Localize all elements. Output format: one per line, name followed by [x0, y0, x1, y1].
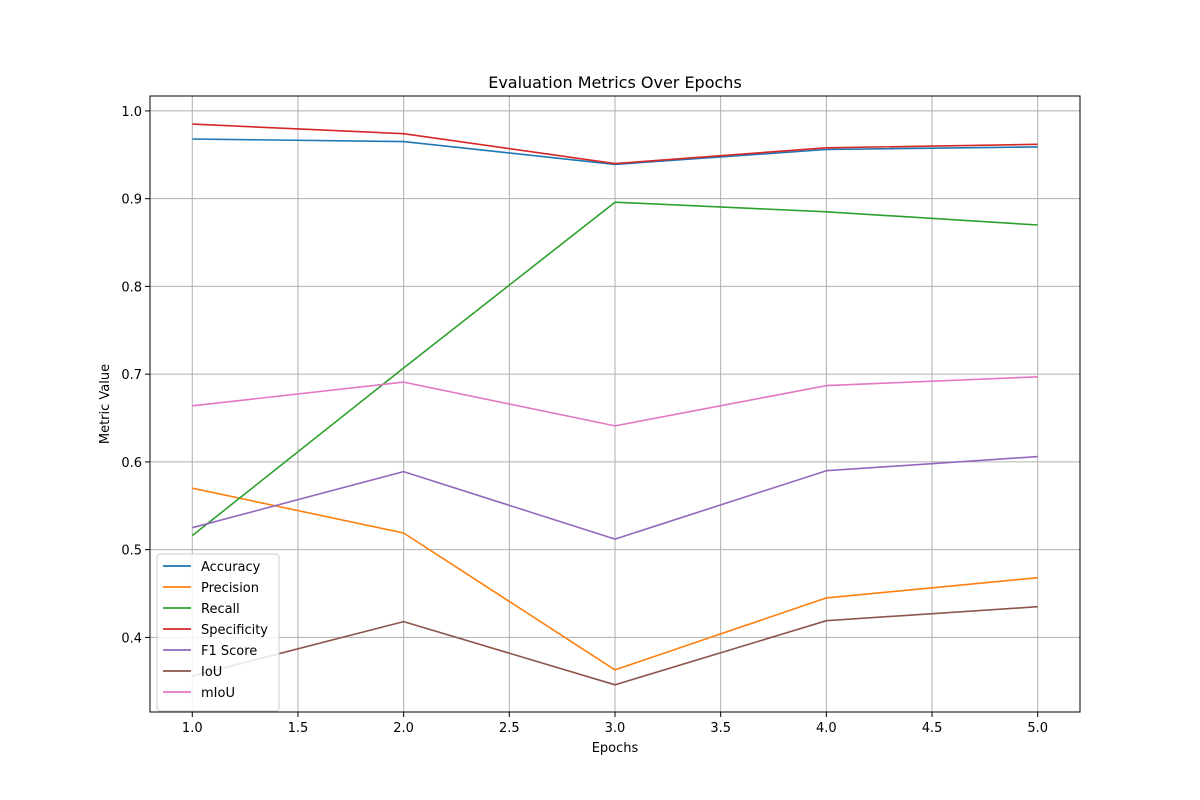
legend-label-f1-score: F1 Score [201, 644, 257, 659]
legend-label-iou: IoU [201, 665, 222, 680]
x-tick-label: 3.5 [710, 721, 731, 736]
x-tick-label: 1.5 [288, 721, 309, 736]
series-line-iou [192, 605, 1038, 686]
series-line-miou [192, 376, 1038, 427]
legend-label-precision: Precision [201, 581, 259, 596]
series-line-specificity [192, 123, 1038, 165]
y-tick-label: 0.7 [121, 368, 142, 383]
series-line-recall [191, 201, 1038, 537]
y-tick-label: 0.8 [121, 280, 142, 295]
x-tick-label: 3.0 [605, 721, 626, 736]
legend: Accuracy Precision Recall Specificity F1 Sco… [156, 553, 280, 712]
x-tick-label: 5.0 [1027, 721, 1048, 736]
y-tick-label: 0.6 [121, 456, 142, 471]
x-tick-label: 1.0 [182, 721, 203, 736]
series-line-f1-score [192, 455, 1038, 540]
y-tick-label: 0.5 [121, 544, 142, 559]
legend-label-miou: mIoU [201, 686, 235, 701]
x-tick-label: 4.0 [816, 721, 837, 736]
x-tick-label: 4.5 [922, 721, 943, 736]
chart-title: Evaluation Metrics Over Epochs [488, 73, 742, 92]
legend-label-specificity: Specificity [201, 623, 268, 638]
y-tick-label: 0.4 [121, 631, 142, 646]
grid [150, 96, 1080, 712]
y-tick-label: 1.0 [121, 105, 142, 120]
y-axis-label: Metric Value [98, 364, 113, 444]
y-tick-label: 0.9 [121, 193, 142, 208]
y-axis-ticks: 0.4 0.5 0.6 0.7 0.8 0.9 1.0 [121, 105, 150, 646]
x-axis-ticks: 1.0 1.5 2.0 2.5 3.0 3.5 4.0 4.5 5.0 [182, 712, 1048, 736]
series-lines [191, 123, 1038, 686]
series-line-precision [192, 487, 1038, 671]
x-tick-label: 2.5 [499, 721, 520, 736]
legend-label-recall: Recall [201, 602, 240, 617]
legend-label-accuracy: Accuracy [201, 560, 261, 575]
x-axis-label: Epochs [592, 741, 639, 756]
x-tick-label: 2.0 [393, 721, 414, 736]
